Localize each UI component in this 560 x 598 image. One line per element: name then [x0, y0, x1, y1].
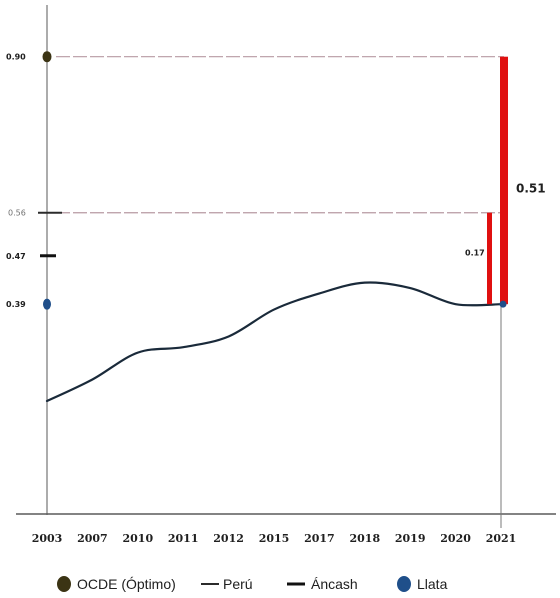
reference-value-label: 0.90 — [6, 53, 26, 62]
legend-dot-icon — [57, 576, 71, 592]
x-tick-label: 2017 — [304, 532, 335, 545]
x-tick-label: 2021 — [486, 532, 517, 545]
gap-bar — [487, 212, 492, 305]
reference-markers: 0.90 0.56 0.47 0.39 — [6, 51, 507, 310]
legend-label: Áncash — [311, 576, 358, 592]
reference-value-label: 0.47 — [6, 252, 26, 261]
reference-value-label: 0.56 — [8, 209, 26, 218]
llata-end-marker — [499, 300, 507, 308]
axes — [16, 5, 556, 528]
gap-bar — [500, 56, 508, 305]
series-line-llata — [45, 281, 503, 403]
gap-bars: 0.17 0.51 — [465, 56, 546, 305]
llata-marker — [43, 298, 51, 310]
x-tick-label: 2018 — [349, 532, 380, 545]
legend-label: Llata — [417, 576, 448, 592]
x-tick-label: 2010 — [122, 532, 153, 545]
reference-lines — [56, 56, 504, 214]
x-tick-label: 2015 — [259, 532, 290, 545]
gap-bar-label: 0.51 — [516, 182, 546, 196]
gap-bar-label: 0.17 — [465, 249, 485, 258]
x-tick-label: 2003 — [32, 532, 63, 545]
legend-label: OCDE (Óptimo) — [77, 576, 176, 592]
ocde-marker — [42, 51, 52, 63]
legend-label: Perú — [223, 576, 253, 592]
x-tick-label: 2007 — [77, 532, 108, 545]
legend: OCDE (Óptimo) Perú Áncash Llata — [57, 576, 448, 592]
reference-value-label: 0.39 — [6, 300, 26, 309]
x-tick-label: 2011 — [168, 532, 199, 545]
x-tick-labels: 2003 2007 2010 2011 2012 2015 2017 2018 2019 2020… — [32, 532, 517, 545]
legend-dot-icon — [397, 576, 411, 592]
llata-series — [45, 281, 503, 403]
x-tick-label: 2012 — [213, 532, 244, 545]
x-tick-label: 2019 — [395, 532, 426, 545]
x-tick-label: 2020 — [440, 532, 471, 545]
